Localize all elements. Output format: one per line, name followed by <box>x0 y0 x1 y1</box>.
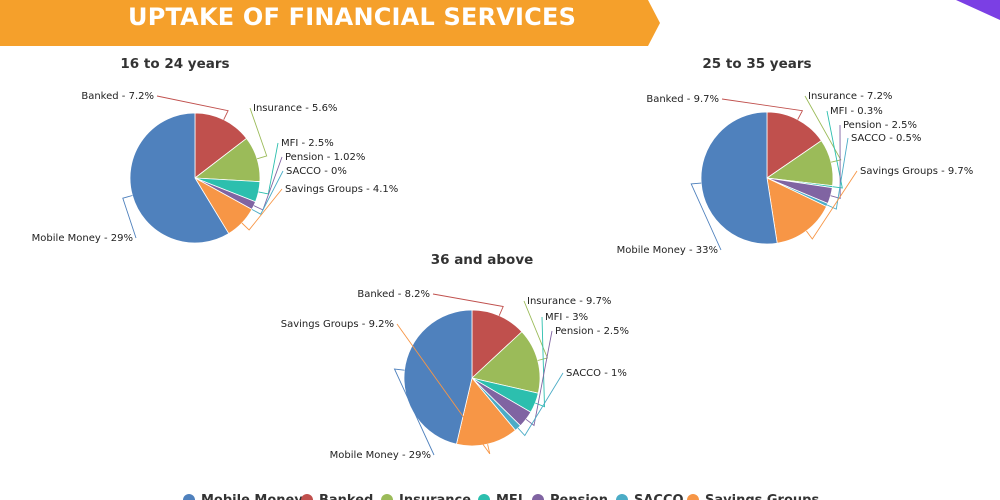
pie-slice-mobile-money <box>700 111 778 245</box>
callout-line-mobile-money <box>690 182 722 251</box>
pie-chart-36-and-above: 36 and above Banked - 8.2% Insurance - 9.7… <box>281 252 629 461</box>
data-label-insurance: Insurance - 9.7% <box>527 296 611 307</box>
title-banner <box>0 0 660 46</box>
data-label-savings-groups: Savings Groups - 4.1% <box>285 184 398 195</box>
legend-item-insurance: Insurance <box>399 493 471 500</box>
data-label-mobile-money: Mobile Money - 29% <box>330 450 431 461</box>
data-label-pension: Pension - 2.5% <box>843 120 917 131</box>
data-label-banked: Banked - 8.2% <box>357 289 430 300</box>
data-label-pension: Pension - 1.02% <box>285 152 365 163</box>
callout-line-sacco <box>251 170 284 215</box>
chart-title: 25 to 35 years <box>702 56 811 72</box>
callout-line-mobile-money <box>122 195 137 239</box>
pie-slice-savings-groups <box>455 377 516 447</box>
data-label-savings-groups: Savings Groups - 9.2% <box>281 319 394 330</box>
callout-line-pension <box>525 330 553 427</box>
callout-line-insurance <box>523 300 549 361</box>
callout-line-insurance <box>804 95 842 163</box>
data-label-sacco: SACCO - 1% <box>566 368 627 379</box>
data-label-insurance: Insurance - 7.2% <box>808 91 892 102</box>
callout-line-sacco <box>517 372 564 437</box>
data-label-mobile-money: Mobile Money - 29% <box>32 233 133 244</box>
legend-item-mfi: MFI <box>496 493 523 500</box>
pie-chart-25-to-35-years: 25 to 35 years Banked - 9.7% Insurance - 7… <box>617 56 974 256</box>
callout-line-sacco <box>827 137 849 210</box>
data-label-insurance: Insurance - 5.6% <box>253 103 337 114</box>
pie-slice-mobile-money <box>403 309 473 445</box>
chart-title: 36 and above <box>431 252 534 268</box>
callout-line-savings-groups <box>241 188 283 231</box>
callout-line-banked <box>721 98 804 120</box>
legend-item-pension: Pension <box>550 493 608 500</box>
callout-line-pension <box>830 124 841 199</box>
callout-line-insurance <box>249 107 268 160</box>
legend-item-banked: Banked <box>319 493 373 500</box>
legend-marker-sacco <box>616 494 628 500</box>
data-label-savings-groups: Savings Groups - 9.7% <box>860 166 973 177</box>
callout-line-banked <box>432 293 504 316</box>
legend-marker-savings-groups <box>687 494 699 500</box>
data-label-pension: Pension - 2.5% <box>555 326 629 337</box>
data-label-banked: Banked - 7.2% <box>81 91 154 102</box>
data-label-banked: Banked - 9.7% <box>646 94 719 105</box>
callout-line-banked <box>156 95 229 120</box>
pie-slice-banked <box>471 309 523 379</box>
data-label-sacco: SACCO - 0% <box>286 166 347 177</box>
pie-slice-banked <box>194 112 248 179</box>
pie-chart-16-to-24-years: 16 to 24 years Banked - 7.2% Insurance - 5… <box>32 56 399 244</box>
legend-item-sacco: SACCO <box>634 493 684 500</box>
legend-marker-mfi <box>478 494 490 500</box>
legend-item-savings-groups: Savings Groups <box>705 493 819 500</box>
data-label-mobile-money: Mobile Money - 33% <box>617 245 718 256</box>
pie-slice-mobile-money <box>129 112 230 244</box>
legend-marker-pension <box>532 494 544 500</box>
callout-line-mfi <box>826 110 843 189</box>
data-label-mfi: MFI - 0.3% <box>830 106 883 117</box>
callout-line-savings-groups <box>806 170 858 240</box>
legend-marker-banked <box>301 494 313 500</box>
data-label-mfi: MFI - 2.5% <box>281 138 334 149</box>
data-label-mfi: MFI - 3% <box>545 312 588 323</box>
legend-marker-insurance <box>381 494 393 500</box>
chart-title: 16 to 24 years <box>120 56 229 72</box>
page-title: UPTAKE OF FINANCIAL SERVICES <box>128 3 577 31</box>
chart-legend: Mobile Money Banked Insurance MFI Pension SAC… <box>183 493 819 500</box>
legend-item-mobile-money: Mobile Money <box>201 493 303 500</box>
callout-line-savings-groups <box>396 323 491 455</box>
pie-slice-savings-groups <box>766 177 828 244</box>
legend-marker-mobile-money <box>183 494 195 500</box>
callout-line-mobile-money <box>393 368 435 456</box>
data-label-sacco: SACCO - 0.5% <box>851 133 921 144</box>
